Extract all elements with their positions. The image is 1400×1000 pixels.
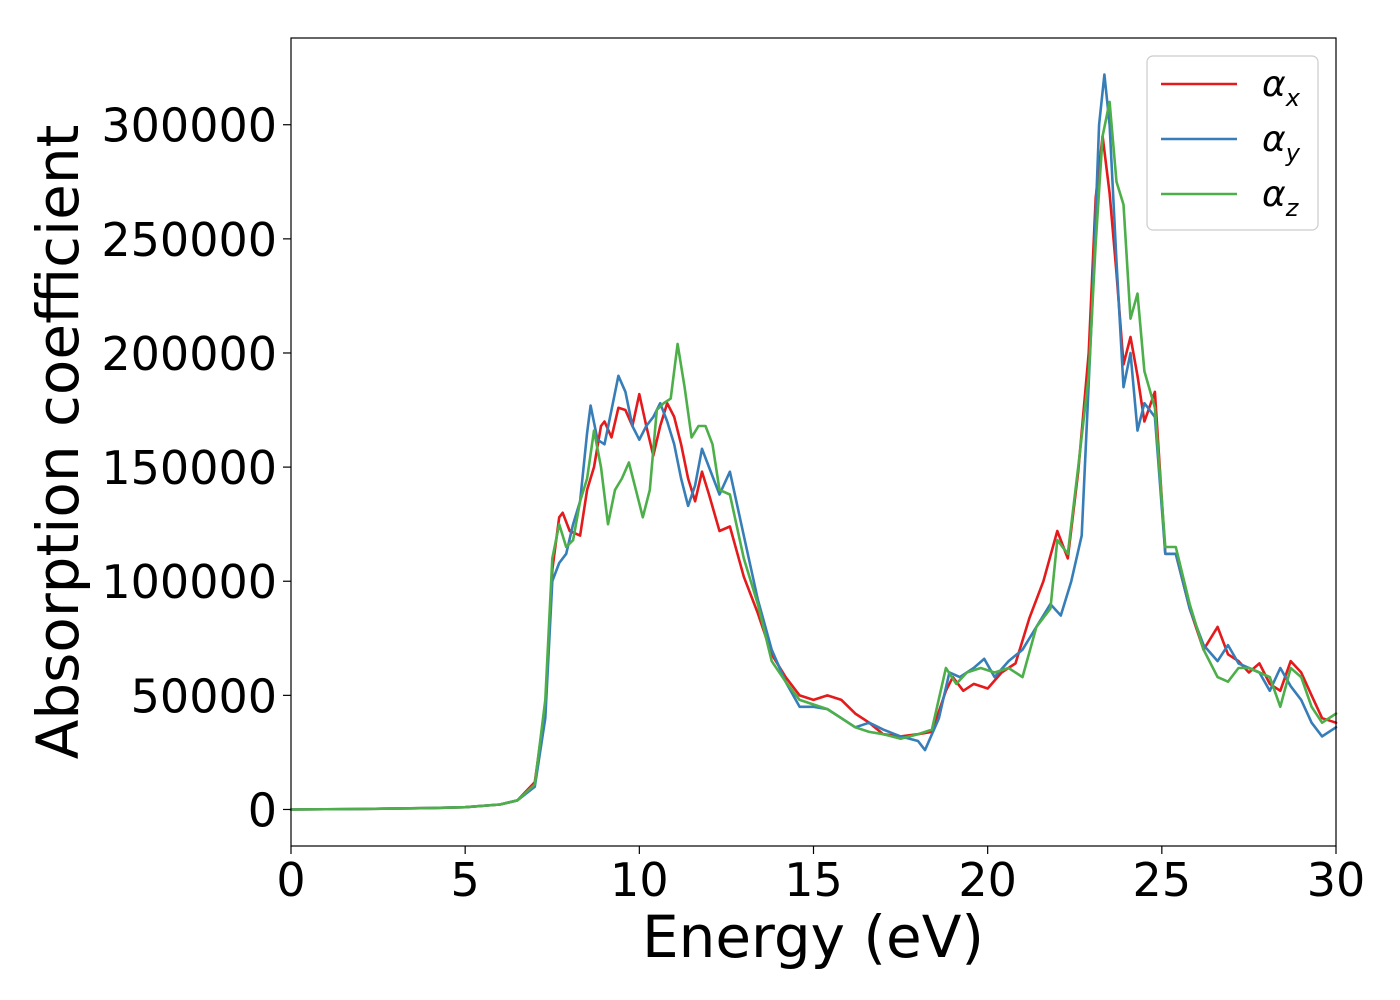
x-tick-label: 15 <box>784 853 843 907</box>
x-axis-label: Energy (eV) <box>642 903 984 971</box>
x-tick-label: 25 <box>1133 853 1192 907</box>
x-tick-label: 20 <box>958 853 1017 907</box>
x-axis: 0 5 10 15 20 25 30 <box>276 846 1365 907</box>
x-tick-label: 10 <box>610 853 669 907</box>
legend-subscript-x: x <box>1285 84 1301 112</box>
series-line-z <box>289 100 1338 811</box>
y-tick-label: 50000 <box>131 669 277 723</box>
y-tick-label: 200000 <box>101 327 277 381</box>
y-tick-label: 250000 <box>101 213 277 267</box>
y-tick-label: 100000 <box>101 555 277 609</box>
y-axis: 0 50000 100000 150000 200000 250000 300000 <box>101 99 291 837</box>
legend-box <box>1146 55 1319 231</box>
legend-subscript-z: z <box>1285 194 1300 222</box>
y-tick-label: 150000 <box>101 441 277 495</box>
x-tick-label: 30 <box>1307 853 1366 907</box>
y-tick-label: 0 <box>248 783 277 837</box>
series-line-y <box>289 73 1338 811</box>
series-layer <box>289 73 1338 811</box>
plot-area <box>289 37 1338 847</box>
x-tick-label: 5 <box>451 853 480 907</box>
y-axis-label: Absorption coefficient <box>24 125 92 760</box>
y-tick-label: 300000 <box>101 99 277 153</box>
x-tick-label: 0 <box>276 853 305 907</box>
legend-subscript-y: y <box>1285 139 1301 167</box>
